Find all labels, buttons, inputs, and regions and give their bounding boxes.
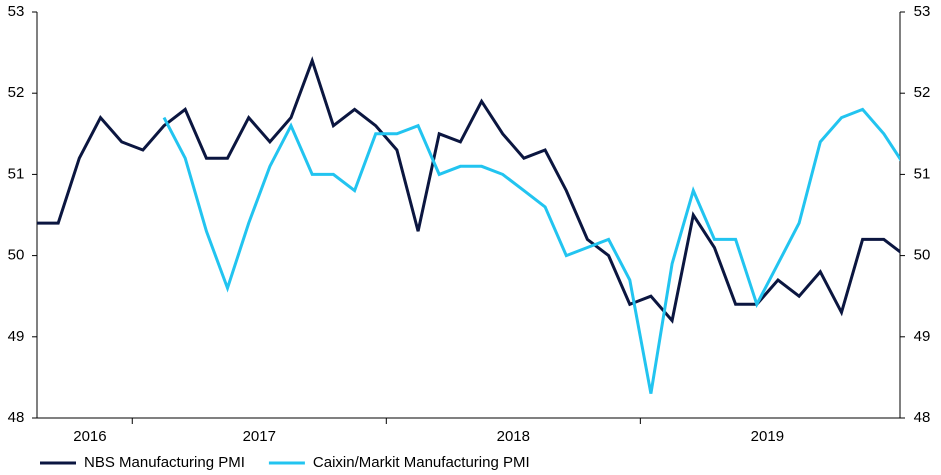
x-tick-label: 2016 bbox=[73, 428, 106, 445]
y-tick-label: 52 bbox=[8, 84, 25, 101]
series-line bbox=[162, 107, 900, 394]
legend-label: Caixin/Markit Manufacturing PMI bbox=[313, 454, 530, 471]
y2-tick-label: 51 bbox=[914, 165, 931, 182]
y-tick-label: 48 bbox=[8, 409, 25, 426]
y2-tick-label: 48 bbox=[914, 409, 931, 426]
y2-tick-label: 50 bbox=[914, 247, 931, 264]
y-tick-label: 51 bbox=[8, 165, 25, 182]
x-tick-label: 2019 bbox=[751, 428, 784, 445]
y-tick-label: 53 bbox=[8, 3, 25, 20]
x-tick-label: 2018 bbox=[497, 428, 530, 445]
y-tick-label: 50 bbox=[8, 247, 25, 264]
series-line bbox=[37, 56, 900, 324]
plot-area bbox=[37, 56, 900, 394]
y-tick-label: 49 bbox=[8, 328, 25, 345]
x-tick-label: 2017 bbox=[243, 428, 276, 445]
legend-label: NBS Manufacturing PMI bbox=[84, 454, 245, 471]
y2-tick-label: 52 bbox=[914, 84, 931, 101]
y2-tick-label: 49 bbox=[914, 328, 931, 345]
y2-tick-label: 53 bbox=[914, 3, 931, 20]
